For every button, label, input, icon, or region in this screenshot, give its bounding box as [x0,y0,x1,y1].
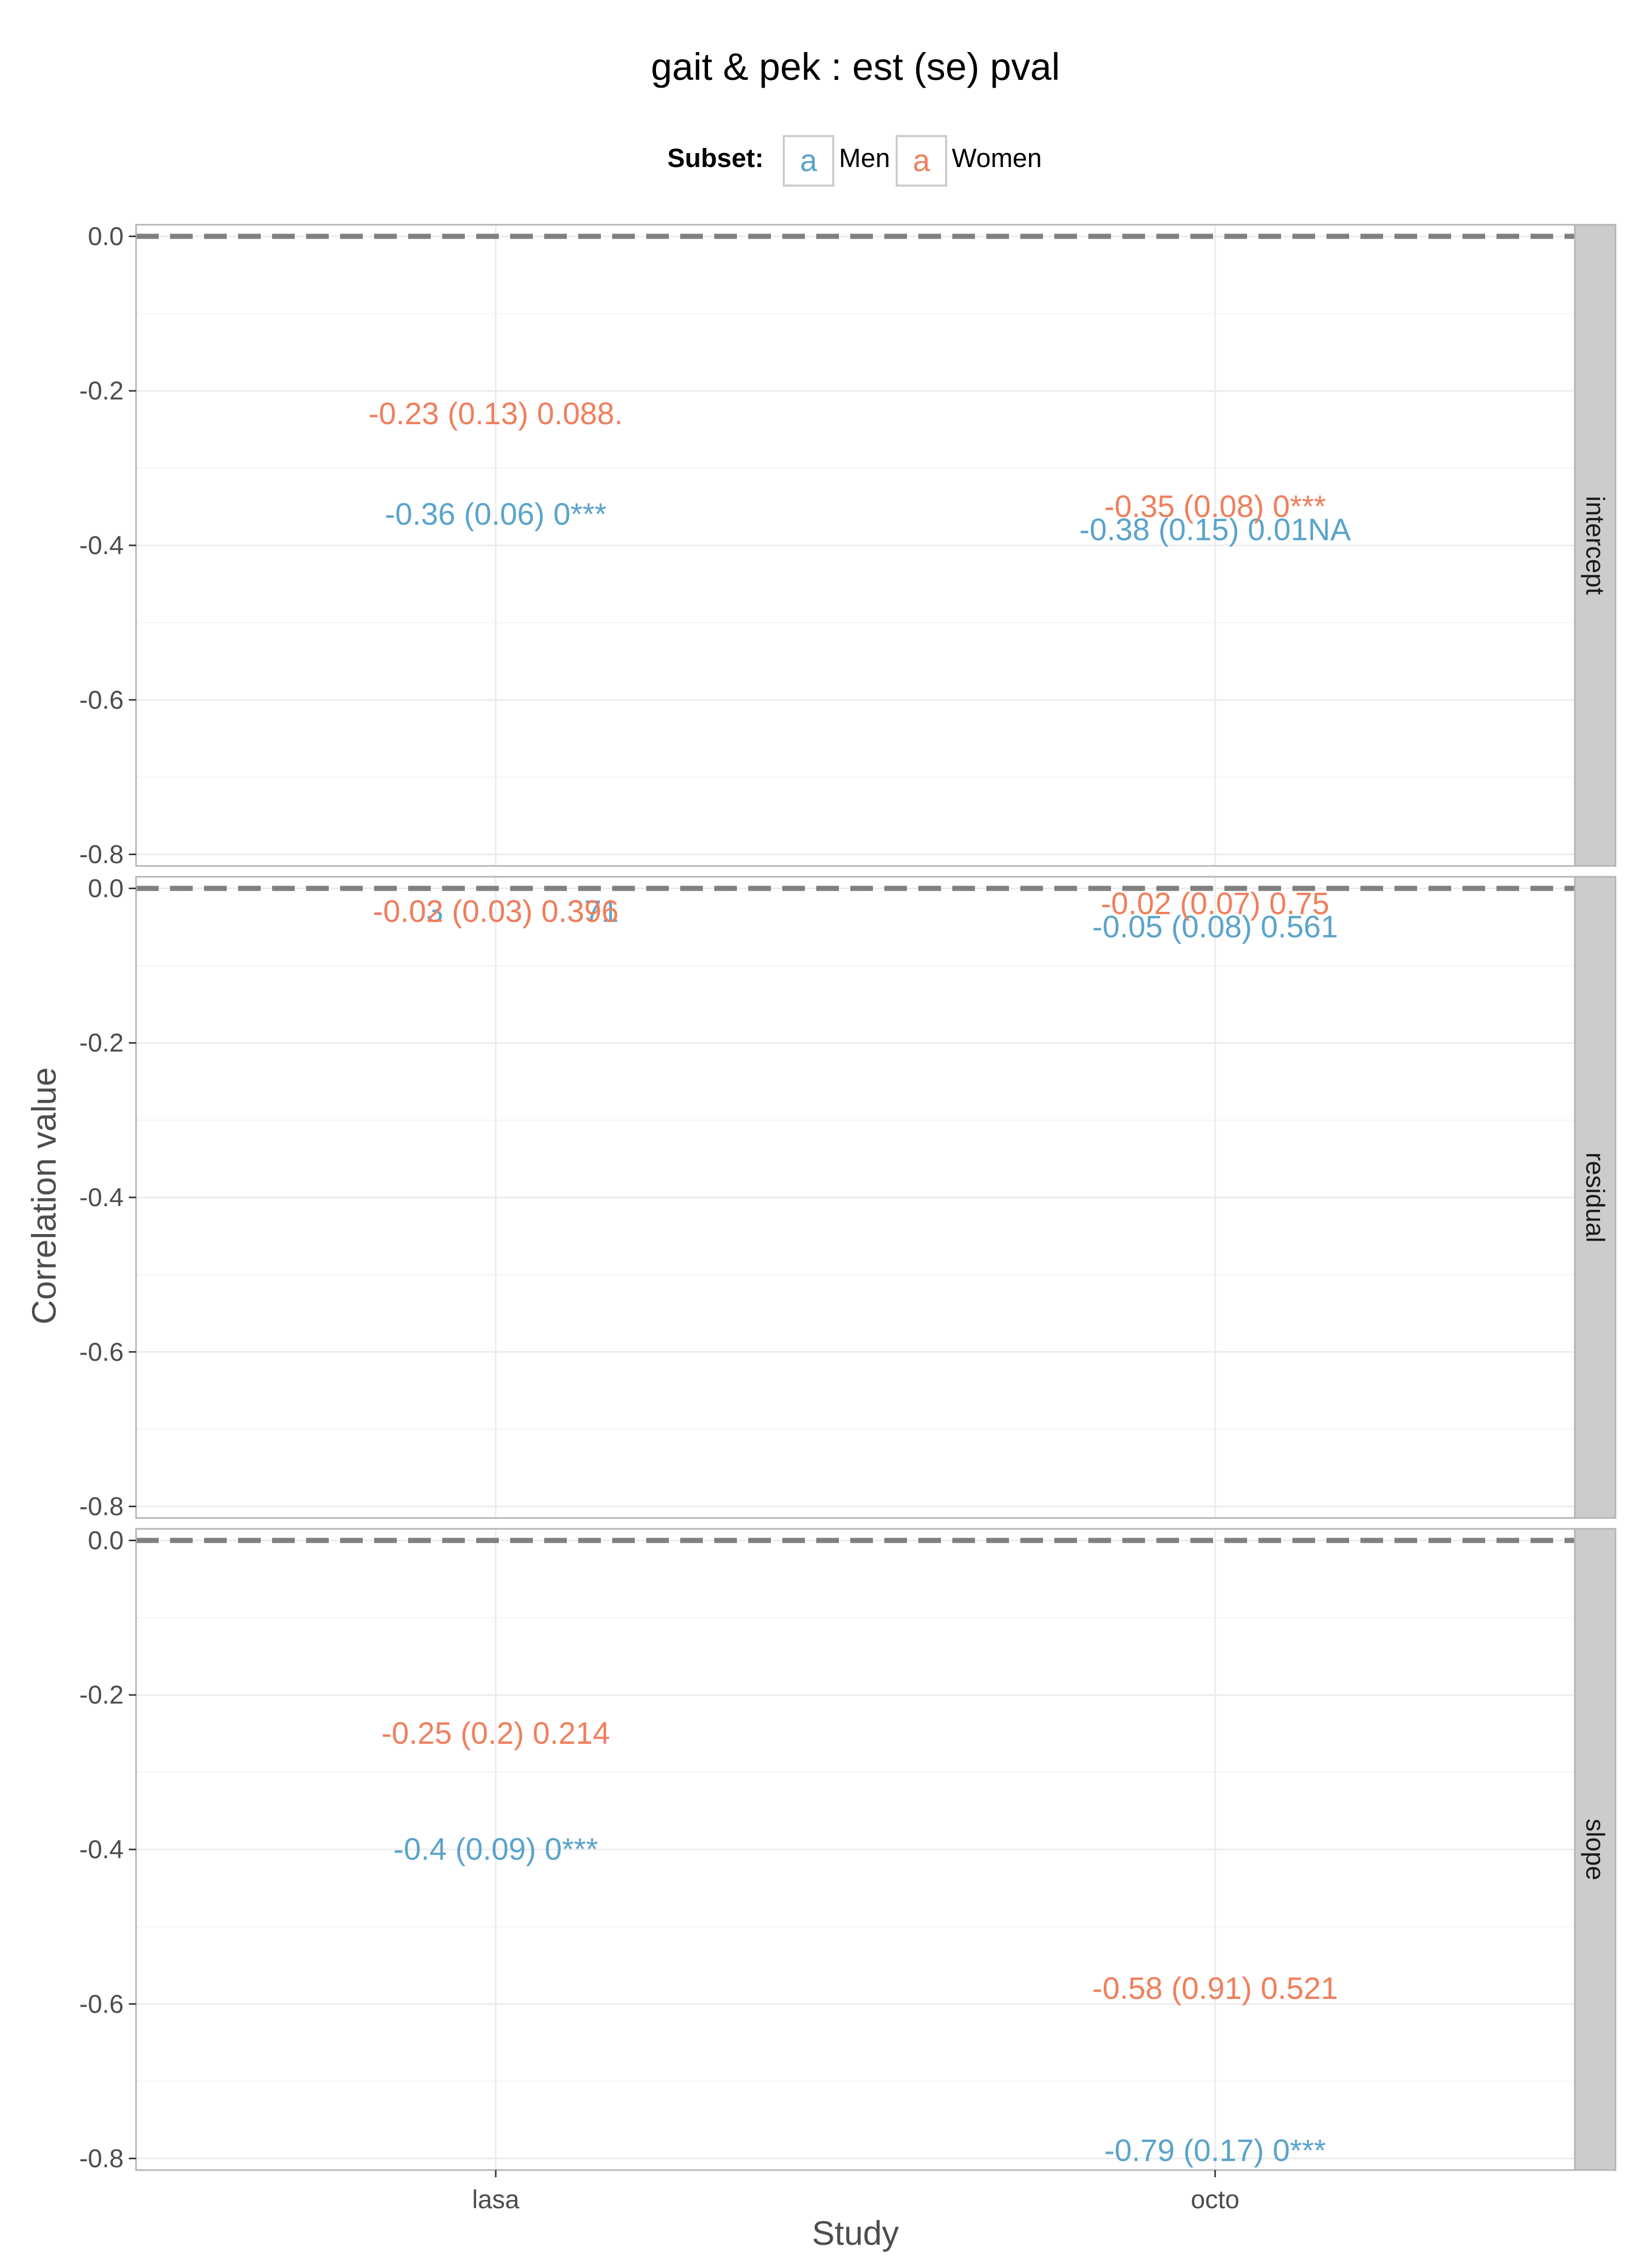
legend: Subset: a Men a Women [667,135,1042,187]
y-axis-title: Correlation value [25,1068,63,1325]
data-label-men: -0.03 (0.03) 0.371 [373,894,619,928]
data-label-men: -0.4 (0.09) 0*** [394,1832,598,1866]
y-tick-label: -0.4 [79,1835,124,1864]
facet-panel-residual: 0.0 -0.2 -0.4 -0.6 -0.8 residual -0.03 (0.03) … [79,874,1617,1521]
facet-panel-intercept: 0.0 -0.2 -0.4 -0.6 -0.8 intercept -0.36 (0.06)… [79,222,1617,869]
x-axis-title: Study [812,2214,899,2252]
legend-key-men [783,135,834,187]
y-tick-label: -0.8 [79,2144,124,2173]
data-label-women: -0.02 (0.03) 0.396 [373,894,619,928]
data-label-women: -0.02 (0.07) 0.75 [1101,886,1330,921]
y-tick-label: 0.0 [88,874,124,903]
y-tick-label: -0.6 [79,1990,124,2019]
facet-strip-label: residual [1581,1152,1610,1242]
legend-key-women [896,135,947,187]
data-label-men: -0.38 (0.15) 0.01NA [1080,512,1351,547]
facet-strip-label: slope [1581,1819,1610,1880]
y-tick-label: -0.4 [79,531,124,560]
data-label-women: -0.35 (0.08) 0*** [1104,489,1326,524]
y-tick-label: -0.6 [79,1338,124,1366]
y-tick-label: -0.8 [79,1492,124,1521]
x-tick-label: lasa [472,2185,519,2214]
facet-strip [1574,1528,1617,2171]
data-label-women: -0.23 (0.13) 0.088. [368,396,623,431]
legend-key-women-glyph: a [913,143,930,178]
legend-key-men-glyph: a [800,143,817,178]
data-label-men: -0.36 (0.06) 0*** [385,497,607,531]
y-tick-label: 0.0 [88,1526,124,1555]
facet-strip-label: intercept [1581,496,1610,595]
facet-strip [1574,224,1617,867]
chart-title: gait & pek : est (se) pval [651,45,1060,88]
data-label-women: -0.58 (0.91) 0.521 [1092,1971,1338,2006]
y-tick-label: -0.4 [79,1183,124,1212]
legend-label-women: Women [952,143,1042,173]
facet-strip [1574,876,1617,1519]
y-tick-label: -0.2 [79,1028,124,1057]
y-tick-label: -0.6 [79,686,124,714]
y-tick-label: -0.2 [79,376,124,405]
data-label-men: -0.05 (0.08) 0.561 [1092,909,1338,944]
y-tick-label: 0.0 [88,222,124,251]
legend-label-men: Men [839,143,890,173]
y-tick-label: -0.8 [79,840,124,869]
legend-title: Subset: [667,143,764,173]
facet-panels: 0.0 -0.2 -0.4 -0.6 -0.8 intercept -0.36 (0.06)… [79,222,1617,2173]
data-label-men: -0.79 (0.17) 0*** [1104,2133,1326,2168]
y-tick-label: -0.2 [79,1680,124,1709]
x-axis: lasa octo [472,2170,1239,2214]
data-label-women: -0.25 (0.2) 0.214 [381,1716,610,1750]
x-tick-label: octo [1191,2185,1240,2214]
facet-panel-slope: 0.0 -0.2 -0.4 -0.6 -0.8 slope -0.4 (0.09) 0***… [79,1526,1617,2173]
